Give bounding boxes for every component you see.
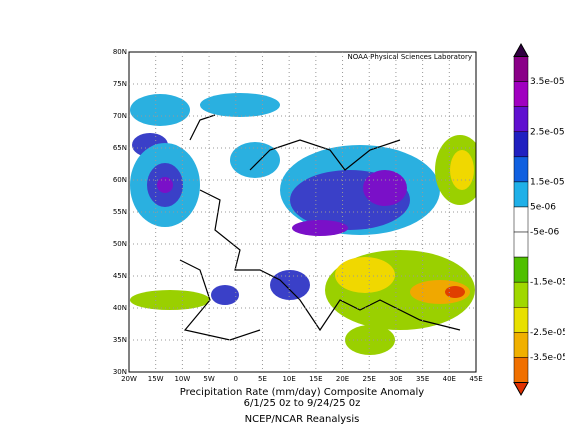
colorbar-swatch [513,56,529,82]
caption-line: NCEP/NCAR Reanalysis [245,414,360,425]
lon-label: 25E [363,375,376,383]
lat-label: 55N [113,208,127,216]
caption-line: 6/1/25 0z to 9/24/25 0z [244,398,361,409]
colorbar-label: 5e-06 [530,202,556,212]
colorbar-swatch [513,231,529,258]
lat-label: 65N [113,144,127,152]
lon-label: 10W [174,375,190,383]
lat-label: 70N [113,112,127,120]
colorbar-swatch [513,256,529,283]
colorbar-swatch [513,206,529,233]
lon-label: 30E [389,375,402,383]
colorbar-swatch [513,181,529,208]
colorbar-label: -2.5e-05 [530,328,565,338]
lon-label: 10E [282,375,295,383]
lat-label: 45N [113,272,127,280]
lon-label: 35E [416,375,429,383]
colorbar-label: 3.5e-05 [530,77,565,87]
colorbar-label: 1.5e-05 [530,177,565,187]
coastlines [179,114,461,341]
lat-label: 35N [113,336,127,344]
colorbar-label: 2.5e-05 [530,127,565,137]
credit: NOAA Physical Sciences Laboratory [348,53,472,61]
lon-label: 5E [258,375,267,383]
lon-label: 45E [469,375,482,383]
lon-label: 20E [336,375,349,383]
colorbar-swatch [513,281,529,308]
colorbar-arrow [513,381,529,397]
lat-label: 30N [113,368,127,376]
lat-label: 50N [113,240,127,248]
lon-label: 20W [121,375,137,383]
lat-label: 80N [113,48,127,56]
lon-label: 15W [148,375,164,383]
colorbar-label: -3.5e-05 [530,353,565,363]
colorbar-label: -5e-06 [530,228,559,238]
colorbar-arrow [513,42,529,58]
colorbar-swatch [513,332,529,358]
caption-line: Precipitation Rate (mm/day) Composite An… [180,387,425,398]
colorbar-swatch [513,156,529,183]
lon-label: 15E [309,375,322,383]
colorbar-swatch [513,106,529,133]
colorbar-swatch [513,131,529,158]
lon-label: 5W [203,375,214,383]
colorbar-swatch [513,81,529,107]
lat-label: 75N [113,80,127,88]
lat-label: 60N [113,176,127,184]
lat-label: 40N [113,304,127,312]
colorbar-swatch [513,357,529,383]
lon-label: 0 [234,375,238,383]
anomaly-field [130,52,476,355]
lon-label: 40E [443,375,456,383]
colorbar-swatch [513,307,529,333]
colorbar-label: -1.5e-05 [530,278,565,288]
